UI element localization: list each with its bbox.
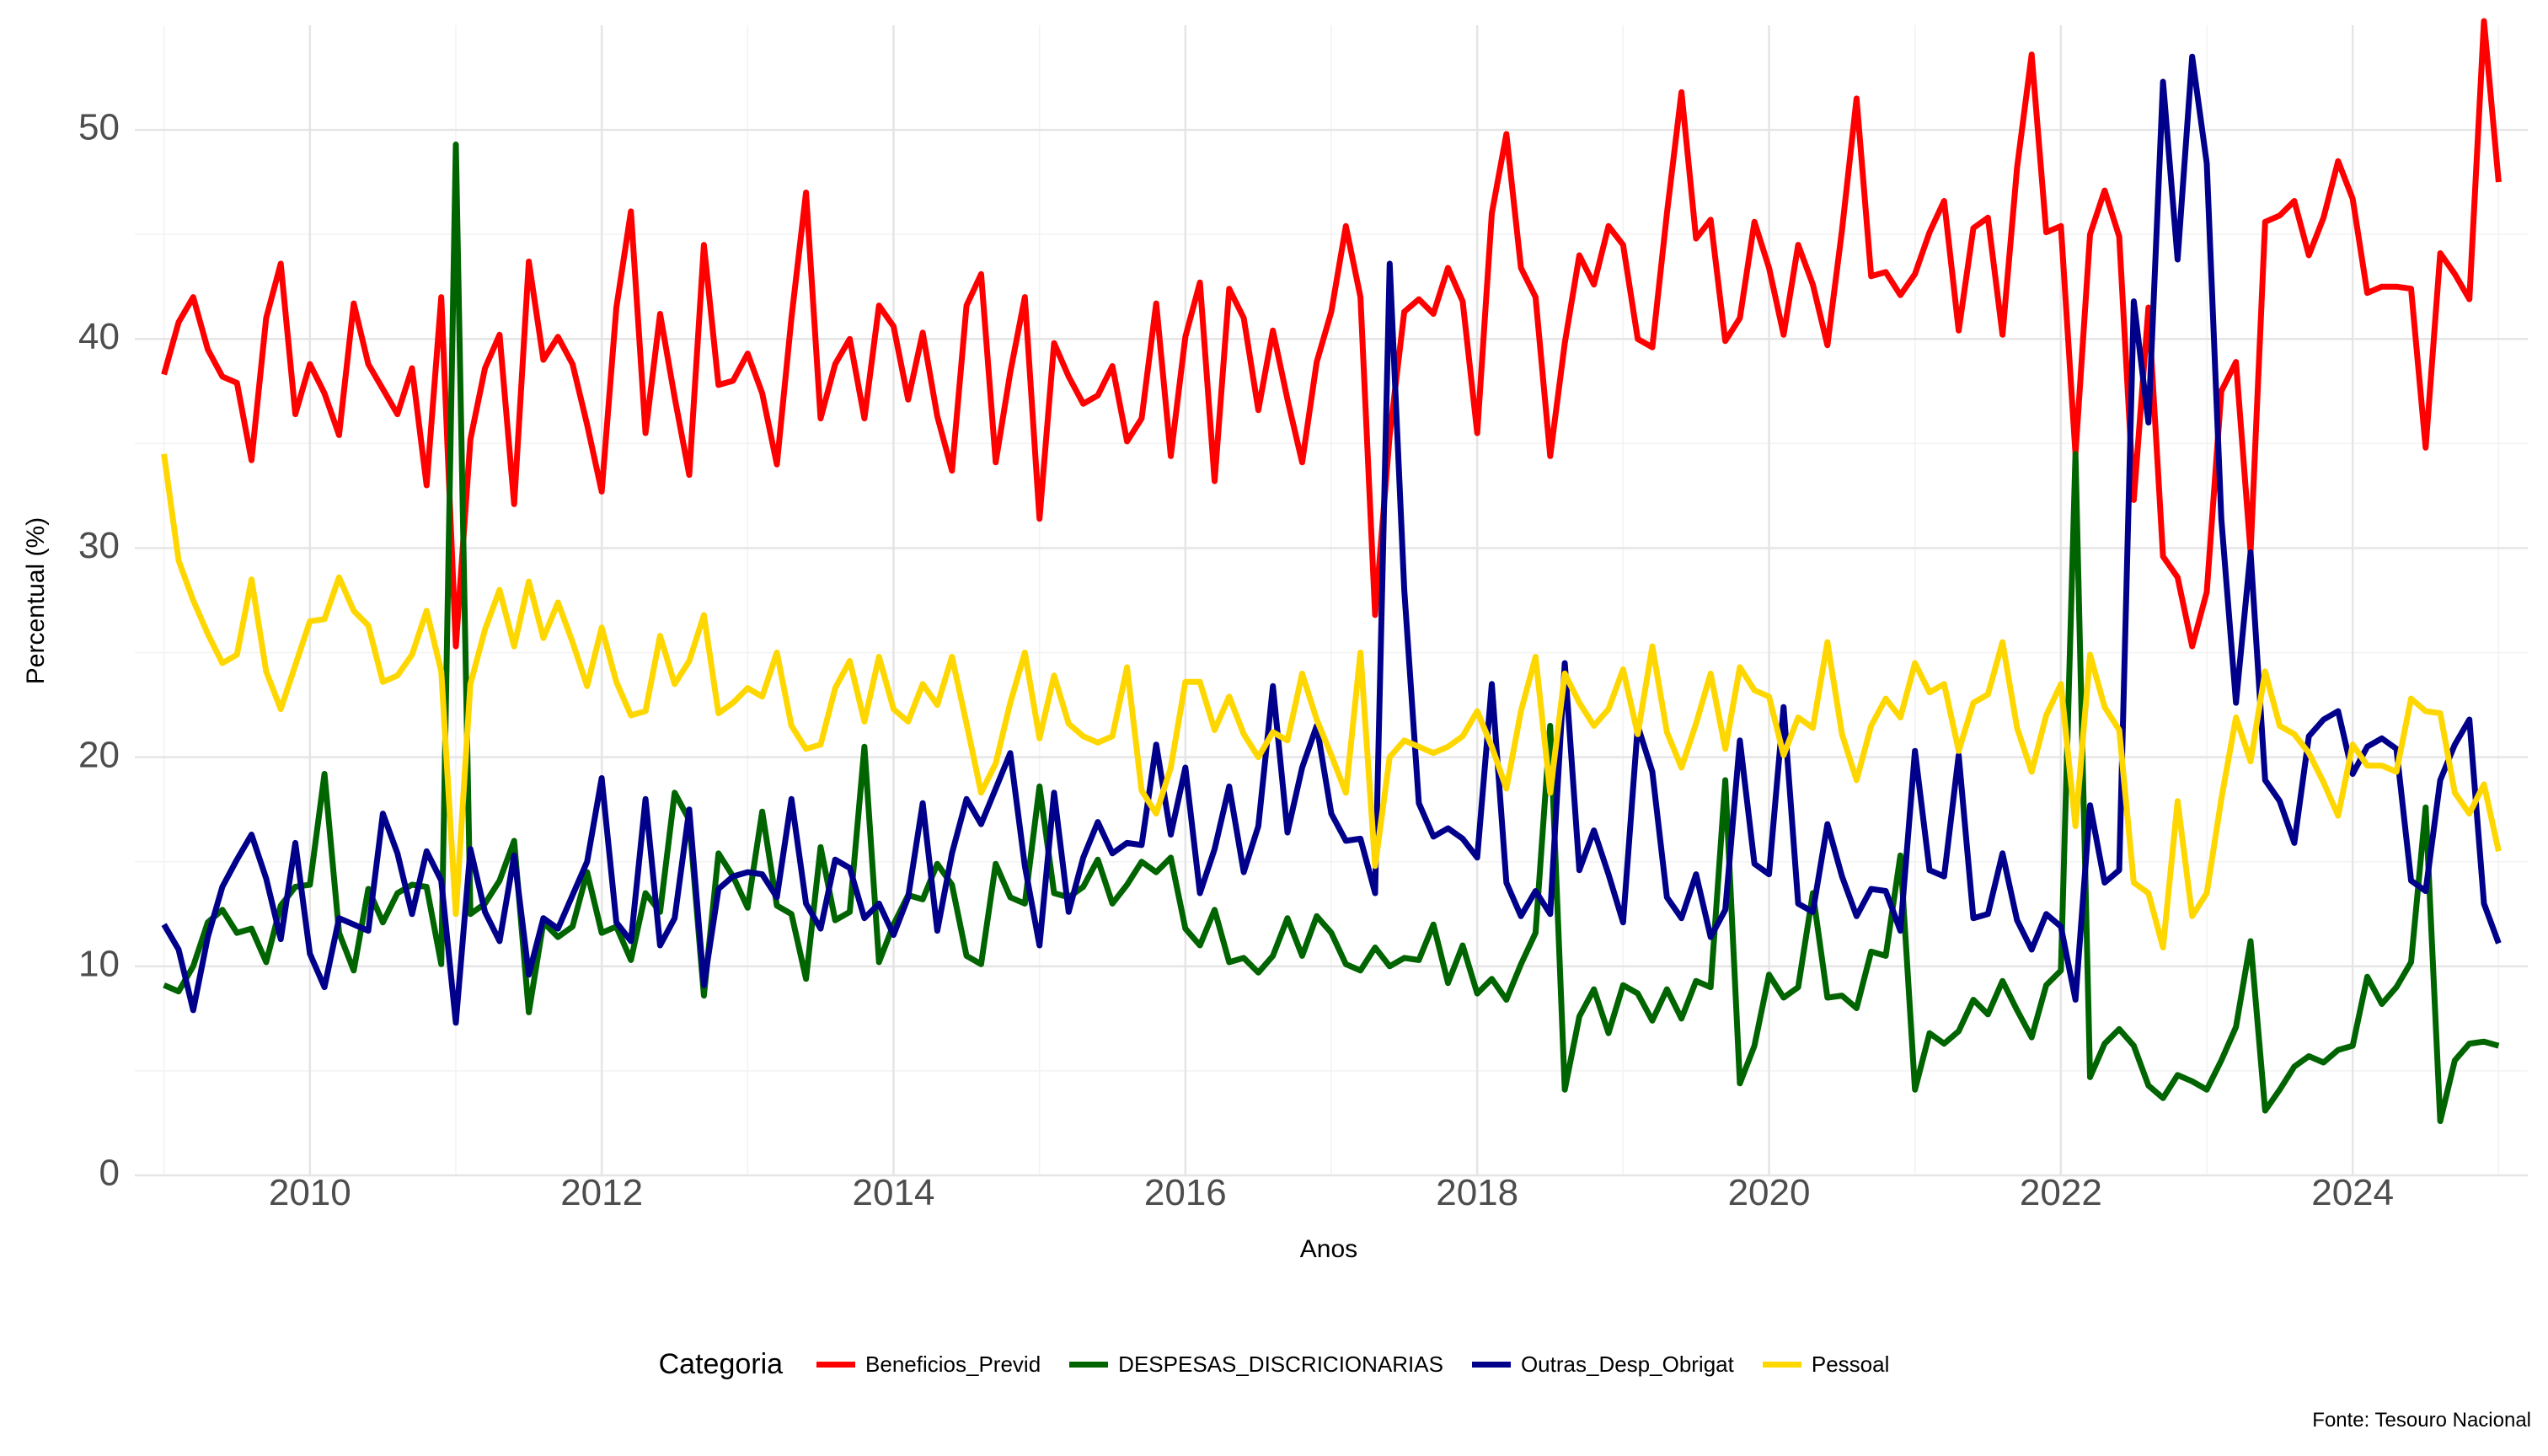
series-line-despesas-discricionarias xyxy=(163,142,2500,1124)
x-tick-label: 2010 xyxy=(269,1172,351,1213)
legend-title: Categoria xyxy=(658,1347,784,1380)
legend: Categoria Beneficios_Previd DESPESAS_DIS… xyxy=(0,1344,2548,1384)
legend-swatch-gold xyxy=(1762,1361,1801,1368)
x-axis-title: Anos xyxy=(1300,1235,1357,1263)
legend-label: Beneficios_Previd xyxy=(865,1351,1041,1377)
y-tick-label: 50 xyxy=(78,107,120,148)
legend-label: Pessoal xyxy=(1811,1351,1890,1377)
x-axis-tick-labels: 2010 2012 2014 2016 2018 2020 2022 2024 xyxy=(269,1172,2394,1213)
series-line-pessoal xyxy=(161,453,2502,950)
legend-swatch-navy xyxy=(1471,1361,1511,1368)
y-axis-title: Percentual (%) xyxy=(22,517,50,684)
series-line-beneficios-previd xyxy=(161,18,2502,650)
x-tick-label: 2018 xyxy=(1436,1172,1518,1213)
legend-item-despesas-discricionarias: DESPESAS_DISCRICIONARIAS xyxy=(1069,1352,1443,1378)
y-axis-tick-labels: 0 10 20 30 40 50 xyxy=(78,107,120,1194)
series-lines xyxy=(161,18,2502,1124)
y-tick-label: 0 xyxy=(99,1153,120,1194)
legend-swatch-red xyxy=(816,1361,856,1368)
x-tick-label: 2016 xyxy=(1144,1172,1227,1213)
legend-item-beneficios-previd: Beneficios_Previd xyxy=(816,1352,1041,1378)
legend-label: DESPESAS_DISCRICIONARIAS xyxy=(1118,1351,1443,1377)
x-tick-label: 2020 xyxy=(1728,1172,1811,1213)
y-tick-label: 20 xyxy=(78,734,120,775)
source-caption: Fonte: Tesouro Nacional xyxy=(2312,1409,2531,1432)
legend-swatch-green xyxy=(1069,1361,1109,1368)
legend-item-pessoal: Pessoal xyxy=(1762,1351,1890,1378)
legend-label: Outras_Desp_Obrigat xyxy=(1520,1351,1734,1377)
x-tick-label: 2012 xyxy=(560,1172,643,1213)
x-tick-label: 2022 xyxy=(2020,1172,2102,1213)
legend-item-outras-desp-obrigat: Outras_Desp_Obrigat xyxy=(1471,1351,1734,1378)
x-tick-label: 2024 xyxy=(2311,1172,2394,1213)
x-tick-label: 2014 xyxy=(853,1172,935,1213)
y-tick-label: 10 xyxy=(78,943,120,984)
series-line-outras-desp-obrigat xyxy=(161,53,2502,1026)
y-tick-label: 30 xyxy=(78,525,120,566)
y-tick-label: 40 xyxy=(78,316,120,357)
